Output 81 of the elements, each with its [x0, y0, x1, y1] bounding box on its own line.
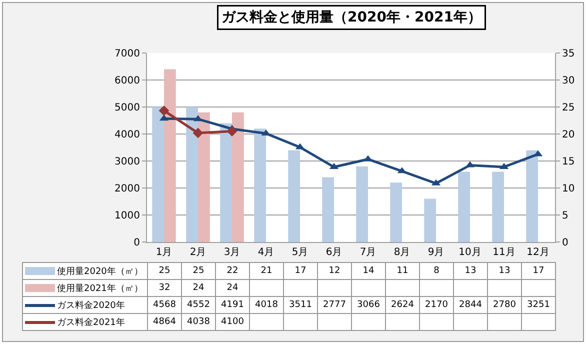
data-label: 14 — [352, 262, 386, 280]
y-tick-label: 1000 — [114, 210, 140, 222]
data-label: 4864 — [148, 314, 182, 330]
bar — [164, 69, 176, 242]
data-label: 3066 — [352, 296, 386, 314]
x-tick-label: 3月 — [224, 247, 240, 258]
bar — [232, 112, 244, 242]
data-label: 4100 — [216, 314, 250, 330]
x-tick-label: 8月 — [394, 247, 410, 258]
point — [226, 126, 238, 136]
data-label: 22 — [216, 262, 250, 280]
y2-tick-label: 5 — [562, 210, 568, 222]
bar — [288, 150, 300, 242]
bar — [152, 107, 164, 242]
legend-label: 使用量2021年（㎡） — [57, 284, 143, 294]
point — [158, 105, 170, 116]
data-label: 4568 — [148, 296, 182, 314]
y2-tick-label: 10 — [562, 184, 575, 194]
data-label: 2844 — [454, 296, 488, 314]
bar — [458, 172, 470, 242]
y-tick-label: 0 — [134, 238, 140, 248]
x-tick-label: 5月 — [292, 247, 308, 258]
bar — [186, 107, 198, 242]
bar — [220, 123, 232, 242]
legend-label: 使用量2020年（㎡） — [57, 266, 143, 276]
y-tick-label: 7000 — [114, 48, 140, 60]
data-label: 2777 — [318, 296, 352, 314]
bar — [492, 172, 504, 242]
data-label: 32 — [148, 280, 182, 296]
x-tick-label: 9月 — [428, 247, 444, 258]
data-label: 4018 — [250, 296, 284, 314]
data-label: 13 — [488, 262, 522, 280]
data-label: 24 — [216, 280, 250, 296]
y-tick-label: 4000 — [114, 130, 140, 140]
data-label: 2780 — [488, 296, 522, 314]
data-label: 11 — [386, 262, 420, 280]
y-tick-label: 6000 — [114, 76, 140, 86]
legend-label: ガス料金2021年 — [57, 318, 125, 328]
y2-tick-label: 0 — [562, 238, 568, 248]
point — [192, 128, 204, 138]
data-label: 21 — [250, 262, 284, 280]
data-label: 25 — [182, 262, 216, 280]
y2-tick-label: 20 — [562, 130, 575, 140]
data-label: 3511 — [284, 296, 318, 314]
data-label: 24 — [182, 280, 216, 296]
y-tick-label: 5000 — [114, 102, 140, 114]
bar — [254, 128, 266, 242]
data-label: 2170 — [420, 296, 454, 314]
bar — [356, 166, 368, 242]
x-tick-label: 10月 — [458, 247, 482, 258]
y-tick-label: 3000 — [114, 156, 140, 168]
data-label: 13 — [454, 262, 488, 280]
x-tick-label: 7月 — [360, 247, 376, 258]
data-label: 4552 — [182, 296, 216, 314]
x-tick-label: 4月 — [258, 247, 274, 258]
bar — [322, 177, 334, 242]
bar — [526, 150, 538, 242]
x-tick-label: 6月 — [326, 247, 342, 258]
data-label: 17 — [284, 262, 318, 280]
x-tick-label: 1月 — [156, 247, 172, 258]
y2-tick-label: 15 — [562, 156, 575, 168]
data-label: 4191 — [216, 296, 250, 314]
x-tick-label: 2月 — [190, 247, 206, 258]
bar — [424, 198, 436, 242]
data-label: 4038 — [182, 314, 216, 330]
y2-tick-label: 25 — [562, 102, 575, 114]
data-label: 17 — [522, 262, 556, 280]
y2-tick-label: 30 — [562, 76, 575, 86]
y2-tick-label: 35 — [562, 48, 575, 60]
x-tick-label: 12月 — [526, 247, 550, 258]
x-tick-label: 11月 — [492, 247, 516, 258]
bar — [390, 182, 402, 242]
data-label: 2624 — [386, 296, 420, 314]
y-tick-label: 2000 — [114, 184, 140, 194]
bar — [198, 112, 210, 242]
chart-title: ガス料金と使用量（2020年・2021年） — [222, 10, 482, 26]
data-label: 12 — [318, 262, 352, 280]
data-label: 25 — [148, 262, 182, 280]
legend-label: ガス料金2020年 — [57, 300, 125, 310]
data-label: 3251 — [522, 296, 556, 314]
data-label: 8 — [420, 262, 454, 280]
